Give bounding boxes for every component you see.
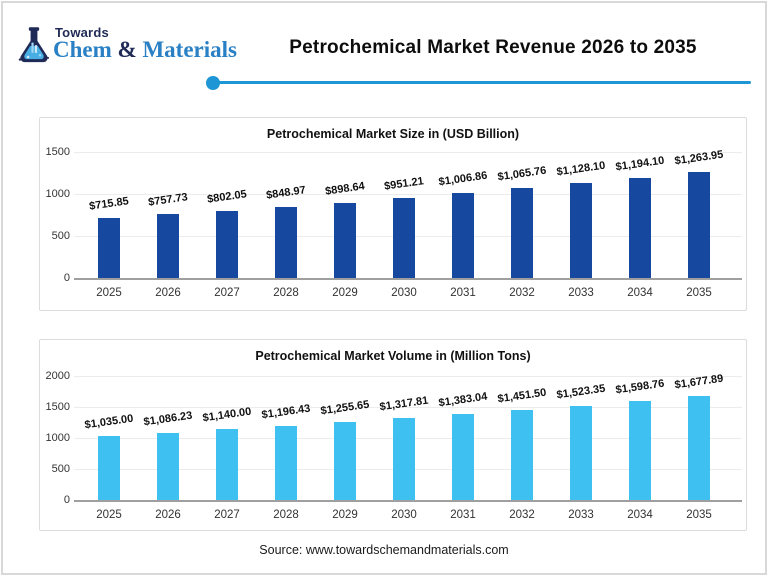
x-tick-label: 2027 [214,287,240,299]
bar-value-label: $1,523.35 [555,382,607,401]
y-tick-label: 0 [63,494,70,506]
bar [570,183,592,278]
x-tick-label: 2029 [332,287,358,299]
chart-title: Petrochemical Market Size in (USD Billio… [266,127,520,141]
bar-value-label: $1,128.10 [555,159,607,179]
bar-value-label: $1,255.65 [319,398,371,418]
y-tick-label: 500 [51,230,70,242]
bar [570,405,592,500]
bar-value-label: $1,035.00 [83,412,135,432]
bar-value-label: $715.85 [88,195,130,213]
y-tick-label: 1000 [45,432,70,444]
bar-value-label: $1,598.76 [614,377,666,397]
x-tick-label: 2035 [686,287,712,299]
bar-value-label: $1,006.86 [437,170,489,189]
y-tick-label: 1500 [45,401,70,413]
x-tick-label: 2033 [568,287,594,299]
x-tick-label: 2027 [214,509,240,521]
y-tick-label: 0 [63,272,70,284]
brand-logo: Towards Chem & Materials [15,25,237,67]
x-tick-label: 2029 [332,509,358,521]
brand-name-top: Towards [55,25,109,40]
x-tick-label: 2034 [627,509,653,521]
bar-value-label: $1,086.23 [142,409,194,428]
bar-value-label: $802.05 [206,187,248,206]
market-size-chart-panel: Petrochemical Market Size in (USD Billio… [39,117,747,311]
gridline [74,407,742,408]
bar [216,429,238,500]
x-tick-label: 2026 [155,509,181,521]
bar [393,418,415,500]
source-text: Source: www.towardschemandmaterials.com [259,543,509,557]
x-tick-label: 2030 [391,509,417,521]
gridline [74,376,742,377]
x-tick-label: 2030 [391,287,417,299]
x-tick-label: 2032 [509,509,535,521]
bar [688,171,710,278]
bar [452,193,474,278]
bar [452,414,474,500]
chart-title: Petrochemical Market Volume in (Million … [255,349,531,363]
bar-value-label: $951.21 [383,175,425,193]
x-tick-label: 2026 [155,287,181,299]
bar [275,425,297,500]
bar [275,206,297,278]
y-tick-label: 1000 [45,188,70,200]
bar [157,432,179,500]
y-tick-label: 1500 [45,146,70,158]
flask-icon [18,27,50,63]
bar [334,202,356,278]
y-tick-label: 500 [51,463,70,475]
x-tick-label: 2035 [686,509,712,521]
bar [629,177,651,278]
bar [393,198,415,278]
title-divider-line [213,81,751,84]
bar [98,217,120,278]
bar [334,422,356,500]
market-volume-chart-panel: Petrochemical Market Volume in (Million … [39,339,747,531]
x-tick-label: 2025 [96,287,122,299]
gridline [74,194,742,195]
gridline [74,152,742,153]
page-title: Petrochemical Market Revenue 2026 to 203… [289,37,697,58]
bar [98,435,120,500]
bar [629,400,651,500]
bar-value-label: $848.97 [265,183,307,202]
x-tick-label: 2031 [450,287,476,299]
brand-name-main: Chem & Materials [53,37,237,62]
x-tick-label: 2028 [273,509,299,521]
bar-value-label: $1,065.76 [496,165,548,184]
x-tick-label: 2033 [568,509,594,521]
x-tick-label: 2034 [627,287,653,299]
title-divider-dot [206,76,220,90]
bar-value-label: $1,317.81 [378,394,430,414]
bar-value-label: $1,196.43 [260,402,312,422]
bar-value-label: $1,140.00 [201,405,253,425]
bar [216,210,238,278]
bar [688,395,710,500]
x-axis-line [74,500,742,502]
y-tick-label: 2000 [45,370,70,382]
x-tick-label: 2025 [96,509,122,521]
bar-value-label: $1,194.10 [614,154,666,174]
x-tick-label: 2028 [273,287,299,299]
x-axis-line [74,278,742,280]
x-tick-label: 2031 [450,509,476,521]
bar [157,214,179,278]
bar-value-label: $1,451.50 [496,386,548,406]
bar [511,188,533,278]
bar [511,410,533,500]
x-tick-label: 2032 [509,287,535,299]
